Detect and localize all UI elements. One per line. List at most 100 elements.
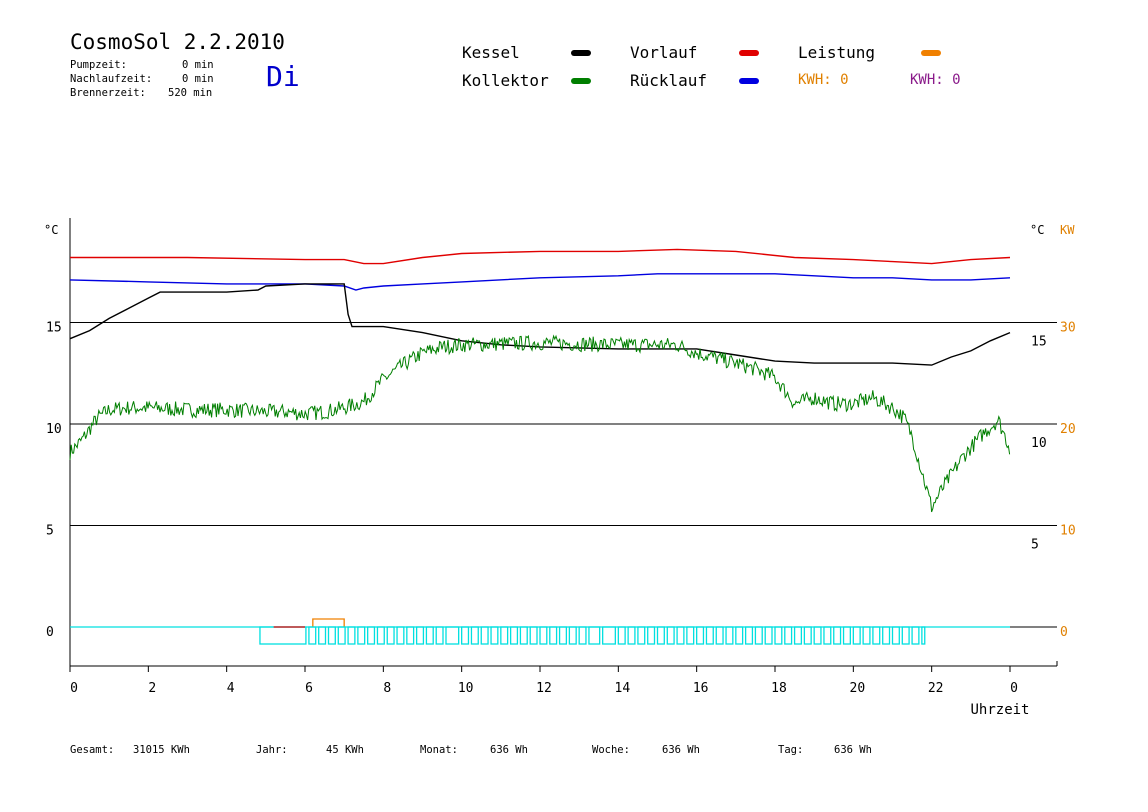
series-line-kollektor — [69, 334, 1011, 513]
kwh-right-value: KWH: 0 — [910, 72, 961, 88]
x-tick-label: 16 — [693, 681, 709, 696]
pump-pulse — [872, 626, 881, 645]
series-line-ruecklauf — [69, 273, 1011, 291]
pump-pulse — [490, 626, 499, 645]
pump-pulse — [259, 626, 307, 645]
pump-pulse — [696, 626, 705, 645]
footer-tag-value: 636 Wh — [834, 744, 872, 756]
series-line-vorlauf — [70, 248, 1011, 265]
pump-time-label: Pumpzeit: — [70, 59, 127, 71]
footer-gesamt-label: Gesamt: — [70, 744, 115, 756]
nachlauf-time-value: 0 min — [182, 73, 214, 85]
y-kw-unit-label: KW — [1060, 223, 1075, 237]
pump-pulse — [686, 626, 695, 645]
pump-pulse — [461, 626, 470, 645]
pump-pulse — [833, 626, 842, 645]
pump-pulse — [396, 626, 405, 645]
y-right-tick-label: 10 — [1031, 436, 1047, 451]
pump-pulse — [774, 626, 783, 645]
pump-pulse — [406, 626, 415, 645]
pump-pulse — [784, 626, 793, 645]
pump-pulse — [647, 626, 656, 645]
legend-leistung-label: Leistung — [798, 43, 876, 62]
pump-pulse — [509, 626, 519, 645]
legend-kollektor-label: Kollektor — [462, 71, 549, 90]
x-tick-label: 6 — [305, 681, 313, 696]
legend-vorlauf-swatch — [739, 50, 759, 56]
pump-pulse — [911, 626, 920, 645]
pump-pulse — [921, 626, 926, 645]
pump-pulse — [500, 626, 509, 645]
footer-gesamt-value: 31015 KWh — [133, 744, 190, 756]
footer-woche-label: Woche: — [592, 744, 630, 756]
pump-pulse — [588, 626, 601, 645]
legend-kollektor-swatch — [571, 78, 591, 84]
pump-pulse — [425, 626, 434, 645]
pump-pulse — [549, 626, 558, 645]
y-right-tick-label: 15 — [1031, 335, 1047, 350]
pump-pulse — [308, 626, 317, 645]
pump-pulse — [519, 626, 528, 645]
y-kw-tick-label: 0 — [1060, 625, 1068, 640]
pump-pulse — [725, 626, 734, 645]
pump-pulse — [578, 626, 587, 645]
app-title: CosmoSol 2.2.2010 — [70, 30, 285, 54]
pump-pulse — [415, 626, 425, 645]
x-tick-label: 10 — [458, 681, 474, 696]
leistung-pulse — [312, 618, 345, 627]
footer-monat-label: Monat: — [420, 744, 458, 756]
pump-pulse — [764, 626, 773, 645]
pump-pulse — [337, 626, 346, 645]
footer-jahr-value: 45 KWh — [326, 744, 364, 756]
y-left-unit-label: °C — [44, 223, 58, 237]
pump-pulse — [637, 626, 646, 645]
pump-time-value: 0 min — [182, 59, 214, 71]
pump-pulse — [347, 626, 356, 645]
pump-pulse — [882, 626, 891, 645]
pump-pulse — [754, 626, 763, 645]
x-tick-label: 20 — [850, 681, 866, 696]
pump-pulse — [744, 626, 754, 645]
brenner-time-label: Brennerzeit: — [70, 87, 146, 99]
pump-pulse — [470, 626, 479, 645]
pump-pulse — [568, 626, 577, 645]
footer-woche-value: 636 Wh — [662, 744, 700, 756]
pump-pulse — [666, 626, 675, 645]
pump-pulse — [558, 626, 568, 645]
x-tick-label: 22 — [928, 681, 944, 696]
footer-jahr-label: Jahr: — [256, 744, 288, 756]
pump-pulse — [852, 626, 861, 645]
weekday-label: Di — [266, 60, 300, 93]
y-kw-tick-label: 10 — [1060, 524, 1076, 539]
y-right-tick-label: 5 — [1031, 538, 1039, 553]
pump-pulse — [735, 626, 744, 645]
pump-pulse — [793, 626, 803, 645]
pump-pulse — [602, 626, 616, 645]
x-tick-label: 0 — [70, 681, 78, 696]
x-axis-label: Uhrzeit — [970, 702, 1029, 718]
pump-pulse — [803, 626, 812, 645]
pump-pulse — [327, 626, 336, 645]
y-left-tick-label: 5 — [46, 524, 54, 539]
kwh-left-value: KWH: 0 — [798, 72, 849, 88]
y-left-tick-label: 10 — [46, 422, 62, 437]
pump-pulse — [376, 626, 385, 645]
y-left-tick-label: 15 — [46, 321, 62, 336]
pump-pulse — [705, 626, 714, 645]
x-tick-label: 14 — [615, 681, 631, 696]
x-tick-label: 8 — [383, 681, 391, 696]
pump-pulse — [676, 626, 685, 645]
legend-vorlauf-label: Vorlauf — [630, 43, 698, 62]
pump-pulse — [357, 626, 366, 645]
pump-pulse — [435, 626, 444, 645]
legend-leistung-swatch — [921, 50, 941, 56]
series-line-kessel — [69, 283, 1011, 366]
pump-pulse — [862, 626, 871, 645]
pump-pulse — [529, 626, 538, 645]
legend-kessel-swatch — [571, 50, 591, 56]
nachlauf-time-label: Nachlaufzeit: — [70, 73, 153, 85]
x-tick-label: 2 — [148, 681, 156, 696]
y-kw-tick-label: 30 — [1060, 321, 1076, 336]
pump-pulse — [318, 626, 327, 645]
